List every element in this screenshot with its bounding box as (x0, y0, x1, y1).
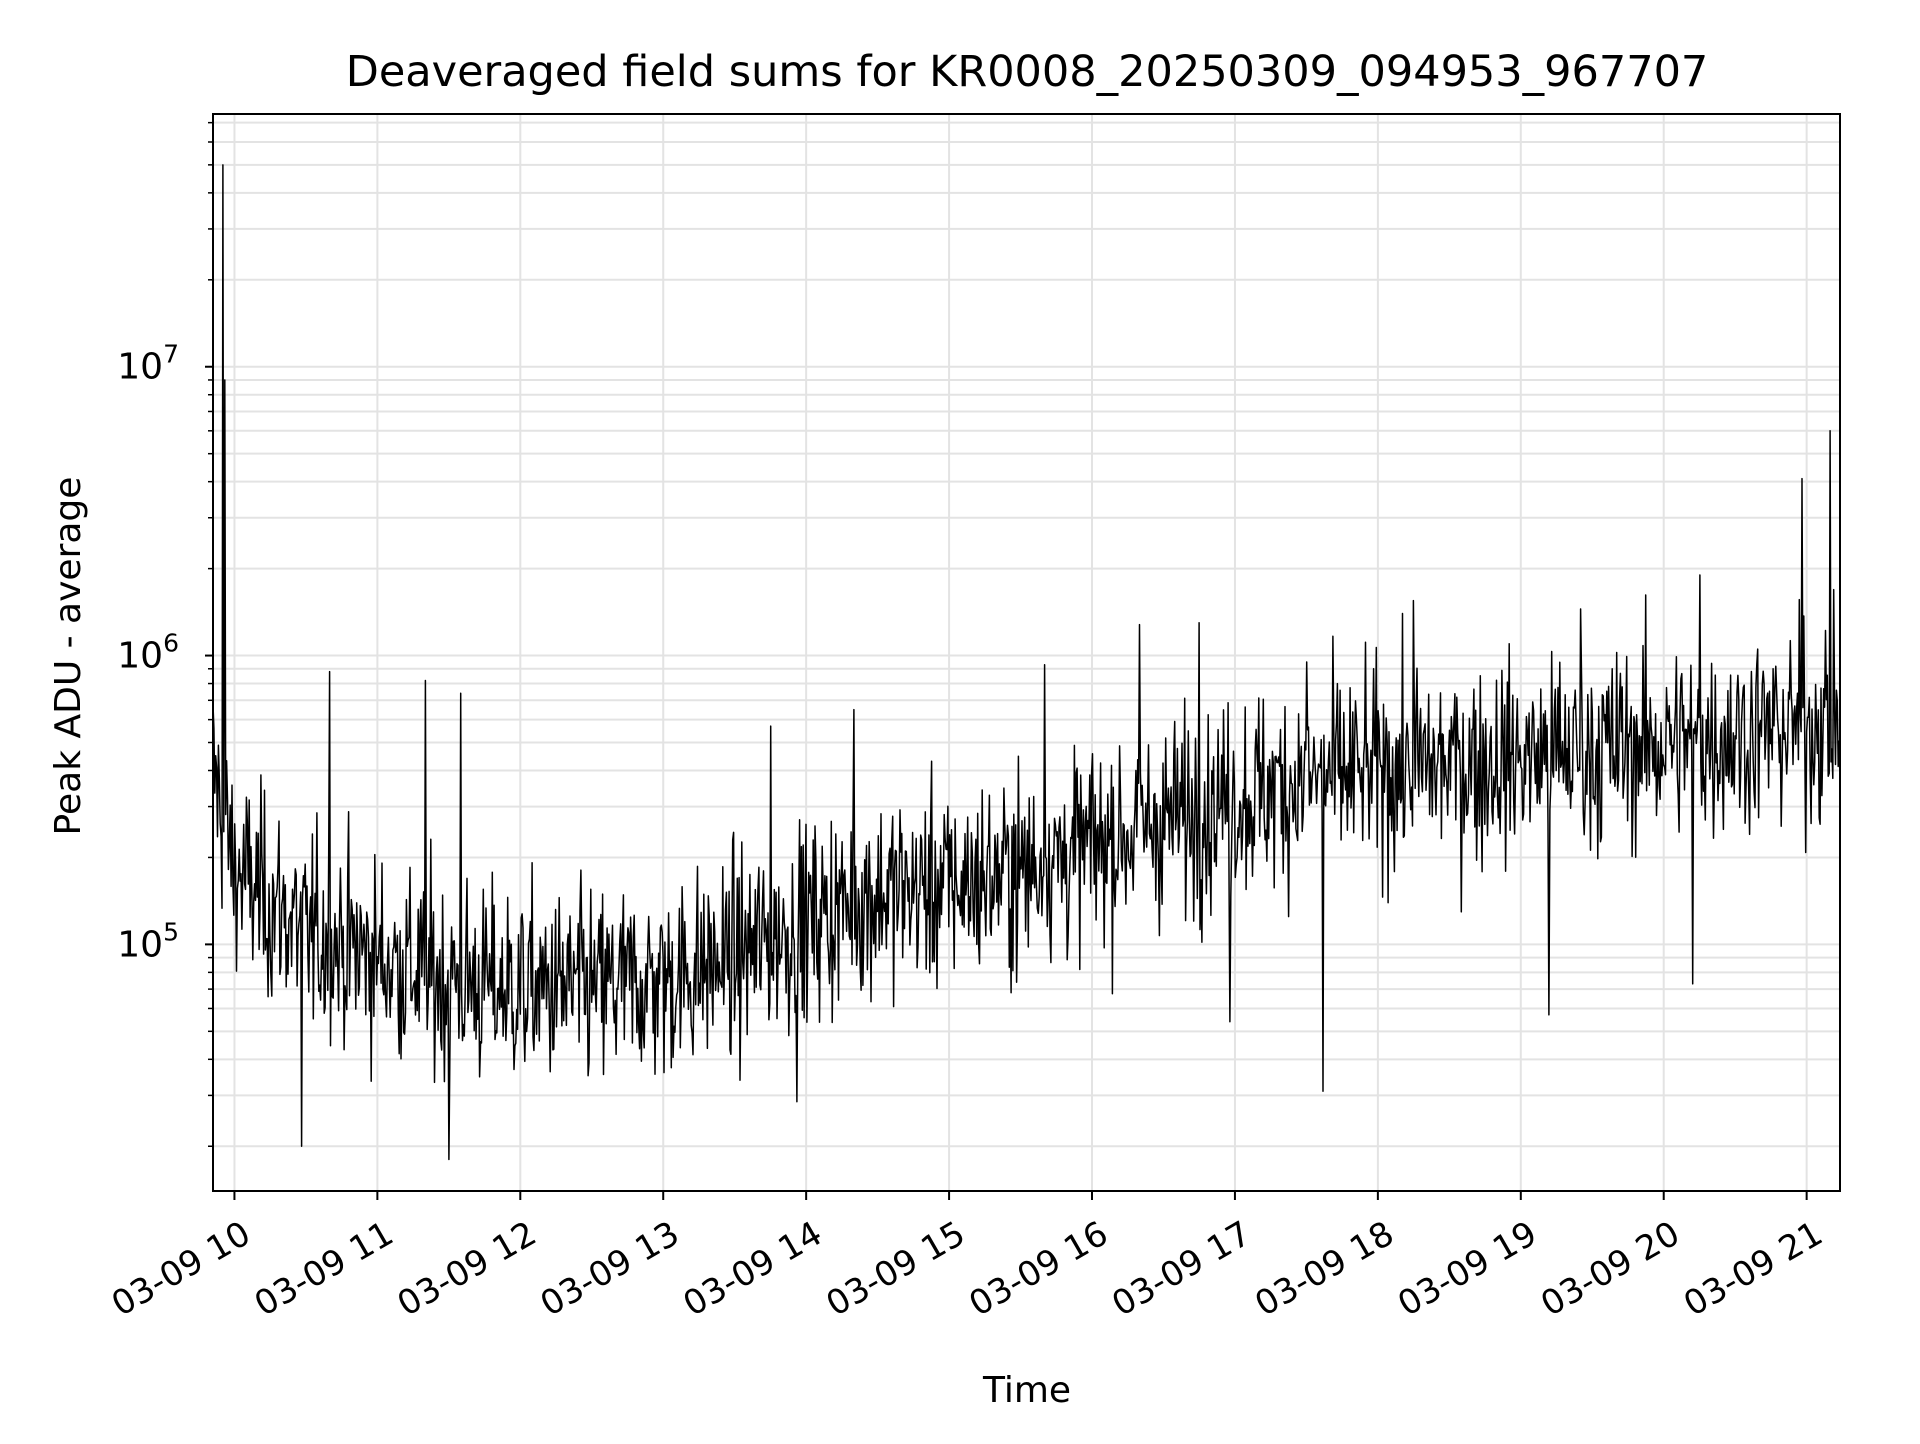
y-axis-label: Peak ADU - average (48, 477, 89, 836)
grid-lines (205, 114, 1840, 1191)
plot-area (212, 164, 1841, 1161)
y-axis-ticks: 105 106 107 (117, 340, 179, 966)
axes-frame (212, 113, 1841, 1192)
chart-title: Deaveraged field sums for KR0008_2025030… (346, 47, 1709, 97)
y-tick-label: 107 (117, 340, 179, 388)
data-series-line (212, 164, 1841, 1161)
y-tick-label: 106 (117, 629, 179, 677)
x-axis-label: Time (982, 1370, 1071, 1411)
y-tick-label: 105 (117, 917, 179, 965)
